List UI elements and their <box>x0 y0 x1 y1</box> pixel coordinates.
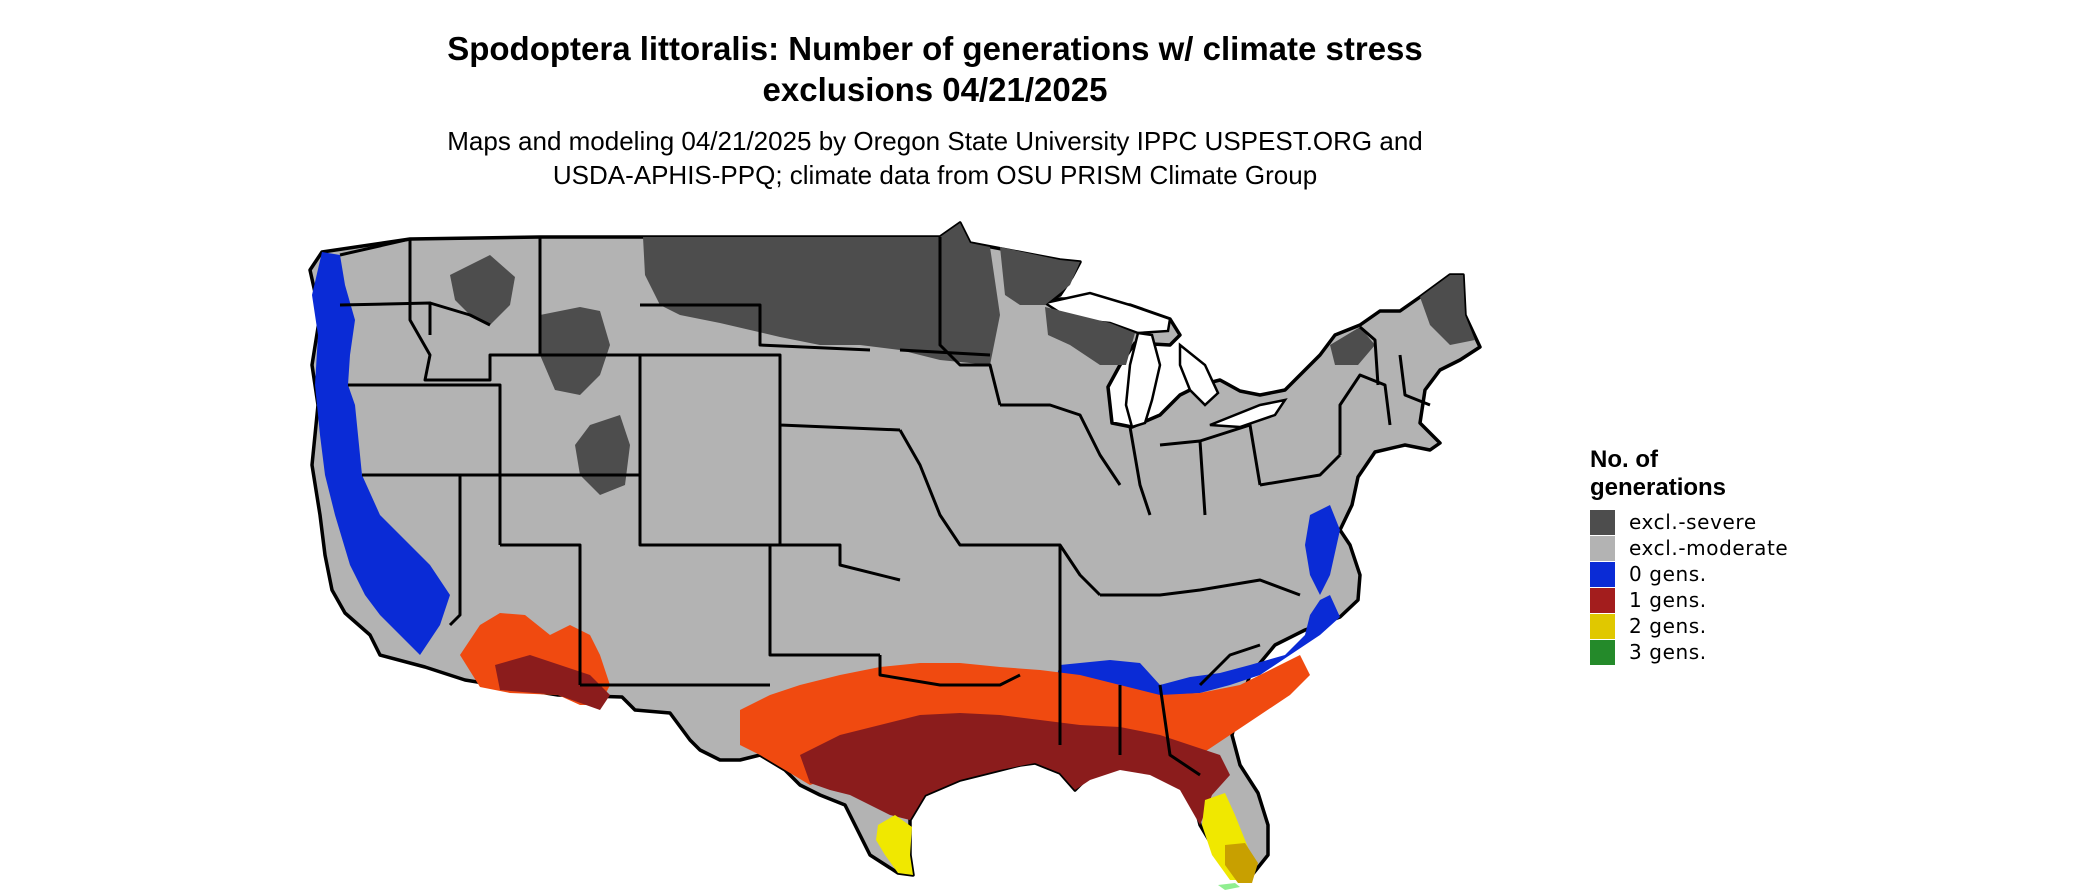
one-gen-dark-arizona <box>495 655 610 710</box>
severe-wyoming-rockies <box>540 307 610 395</box>
legend-label: excl.-severe <box>1629 510 1757 534</box>
legend-title: No. of generations <box>1590 446 1788 502</box>
legend-label: excl.-moderate <box>1629 536 1789 560</box>
map-subtitle-line-1: Maps and modeling 04/21/2025 by Oregon S… <box>447 126 1423 156</box>
lake-michigan <box>1124 331 1162 429</box>
legend-swatch <box>1590 587 1615 613</box>
great-lakes <box>1041 291 1288 429</box>
map-title: Spodoptera littoralis: Number of generat… <box>0 28 1870 110</box>
one-gen-dark-regions <box>495 655 1230 825</box>
two-gens-south-florida-dark <box>1225 843 1258 883</box>
map-subtitle: Maps and modeling 04/21/2025 by Oregon S… <box>0 124 1870 192</box>
two-gens-south-texas <box>876 815 913 875</box>
legend-swatch <box>1590 613 1615 639</box>
legend-item-excl-severe: excl.-severe <box>1590 509 1788 535</box>
lake-huron <box>1178 342 1220 407</box>
zero-gens-pacific-coast <box>312 252 450 655</box>
severe-northern-plains <box>643 223 1000 365</box>
legend-swatch <box>1590 535 1615 561</box>
legend-item-1-gens: 1 gens. <box>1590 587 1788 613</box>
legend-item-3-gens: 3 gens. <box>1590 639 1788 665</box>
legend-label: 2 gens. <box>1629 614 1707 638</box>
three-gens-florida-keys <box>1218 883 1240 890</box>
legend-title-line-1: No. of <box>1590 446 1658 473</box>
zero-gens-southeast-band <box>1055 595 1340 703</box>
legend-item-0-gens: 0 gens. <box>1590 561 1788 587</box>
zero-gens-regions <box>312 252 1340 703</box>
legend-item-excl-moderate: excl.-moderate <box>1590 535 1788 561</box>
lake-erie <box>1209 398 1288 429</box>
severe-adirondacks-vermont <box>1330 327 1375 365</box>
severe-upper-michigan-wisconsin <box>1045 307 1135 365</box>
map-title-line-2: exclusions 04/21/2025 <box>762 71 1108 108</box>
one-gen-dark-gulf-coast <box>800 713 1230 825</box>
map-subtitle-line-2: USDA-APHIS-PPQ; climate data from OSU PR… <box>552 160 1318 190</box>
severe-idaho-montana <box>450 255 515 325</box>
legend-swatch <box>1590 639 1615 665</box>
severe-minnesota-arrowhead <box>1000 247 1080 305</box>
two-gens-regions <box>876 793 1258 883</box>
legend-title-line-2: generations <box>1590 474 1727 501</box>
legend-label: 3 gens. <box>1629 640 1707 664</box>
us-generations-map <box>308 221 1482 890</box>
zero-gens-chesapeake <box>1305 505 1340 595</box>
map-legend: No. of generations excl.-severe excl.-mo… <box>1590 446 1788 665</box>
severe-maine <box>1420 275 1475 345</box>
legend-label: 1 gens. <box>1629 588 1707 612</box>
legend-swatch <box>1590 509 1615 535</box>
map-title-line-1: Spodoptera littoralis: Number of generat… <box>447 30 1423 67</box>
legend-label: 0 gens. <box>1629 562 1707 586</box>
legend-swatch <box>1590 561 1615 587</box>
state-boundaries <box>339 237 1431 777</box>
legend-item-2-gens: 2 gens. <box>1590 613 1788 639</box>
